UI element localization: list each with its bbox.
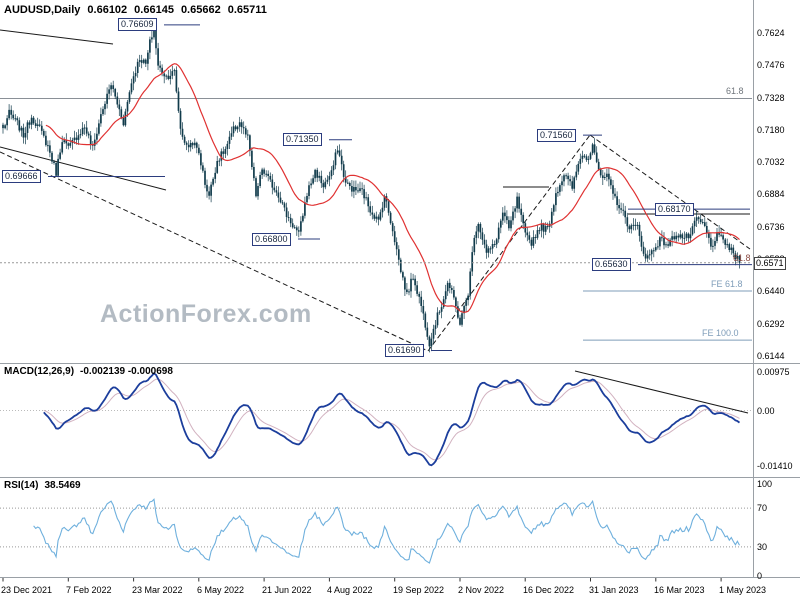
date-axis-label: 1 May 2023 bbox=[719, 585, 767, 595]
price-axis-label: 0.6736 bbox=[757, 222, 785, 232]
rsi-pane-title: RSI(14) 38.5469 bbox=[4, 480, 81, 491]
rsi-axis-label: 0 bbox=[757, 571, 763, 581]
date-axis-label: 31 Jan 2023 bbox=[589, 585, 639, 595]
price-axis-label: 0.6440 bbox=[757, 286, 785, 296]
ohlc-high: 0.66145 bbox=[134, 4, 174, 16]
fib-level-label: FE 61.8 bbox=[711, 279, 743, 289]
macd-axis-label: 0.00975 bbox=[757, 367, 790, 377]
price-axis-label: 0.7476 bbox=[757, 60, 785, 70]
price-swing-label: 0.71350 bbox=[283, 133, 322, 146]
candlestick-bodies bbox=[2, 28, 741, 347]
date-axis-label: 23 Mar 2022 bbox=[132, 585, 183, 595]
chart-header: AUDUSD,Daily 0.66102 0.66145 0.65662 0.6… bbox=[4, 4, 267, 16]
price-swing-label: 0.61690 bbox=[385, 344, 424, 357]
moving-average-line bbox=[45, 63, 740, 313]
fib-level-label: FE 100.0 bbox=[702, 328, 739, 338]
price-swing-label: 0.66800 bbox=[252, 233, 291, 246]
price-swing-label: 0.68170 bbox=[655, 203, 694, 216]
date-axis-label: 23 Dec 2021 bbox=[1, 585, 53, 595]
macd-pane-title: MACD(12,26,9) -0.002139 -0.000698 bbox=[4, 366, 173, 377]
rsi-name: RSI(14) bbox=[4, 480, 39, 491]
date-axis-label: 4 Aug 2022 bbox=[327, 585, 373, 595]
price-axis-label: 0.6144 bbox=[757, 351, 785, 361]
rsi-axis-label: 30 bbox=[757, 542, 768, 552]
ohlc-close: 0.65711 bbox=[227, 4, 267, 16]
price-axis-label: 0.6292 bbox=[757, 319, 785, 329]
ohlc-low: 0.65662 bbox=[180, 4, 221, 16]
trendline bbox=[0, 146, 167, 191]
macd-axis-label: 0.00 bbox=[757, 406, 775, 416]
price-swing-label: 0.65630 bbox=[592, 258, 631, 271]
rsi-value: 38.5469 bbox=[44, 480, 81, 491]
macd-name: MACD(12,26,9) bbox=[4, 366, 75, 377]
date-axis-label: 21 Jun 2022 bbox=[262, 585, 312, 595]
date-axis-label: 16 Dec 2022 bbox=[523, 585, 575, 595]
price-axis-label: 0.7180 bbox=[757, 125, 785, 135]
rsi-line bbox=[33, 498, 740, 564]
ohlc-open: 0.66102 bbox=[87, 4, 128, 16]
price-swing-label: 0.76609 bbox=[118, 18, 157, 31]
price-swing-label: 0.71560 bbox=[537, 129, 576, 142]
price-axis-label: 0.7032 bbox=[757, 157, 785, 167]
date-axis-label: 19 Sep 2022 bbox=[393, 585, 445, 595]
symbol-timeframe: AUDUSD,Daily bbox=[4, 4, 81, 16]
fib-level-label: 61.8 bbox=[726, 86, 744, 96]
current-price-axis-label: 0.6571 bbox=[754, 257, 786, 270]
macd-values: -0.002139 -0.000698 bbox=[80, 366, 173, 377]
macd-main-line bbox=[43, 372, 741, 467]
price-swing-label: 0.69666 bbox=[2, 170, 41, 183]
dashed-trendline bbox=[427, 134, 591, 352]
rsi-axis-label: 70 bbox=[757, 503, 768, 513]
date-axis-label: 6 May 2022 bbox=[197, 585, 245, 595]
rsi-axis-label: 100 bbox=[757, 479, 773, 489]
macd-signal-line bbox=[43, 378, 740, 461]
macd-trendline bbox=[574, 370, 749, 414]
dashed-trendline bbox=[0, 151, 429, 352]
date-axis-label: 2 Nov 2022 bbox=[458, 585, 505, 595]
price-axis-label: 0.7328 bbox=[757, 93, 785, 103]
price-axis-label: 0.6884 bbox=[757, 189, 785, 199]
date-axis-label: 16 Mar 2023 bbox=[654, 585, 705, 595]
price-axis-label: 0.7624 bbox=[757, 28, 785, 38]
fib-level-label: 61.8 bbox=[733, 253, 751, 263]
macd-axis-label: -0.01410 bbox=[757, 461, 793, 471]
trendline bbox=[0, 29, 114, 45]
watermark: ActionForex.com bbox=[100, 300, 312, 328]
dashed-trendline bbox=[589, 134, 751, 250]
date-axis-label: 7 Feb 2022 bbox=[66, 585, 112, 595]
